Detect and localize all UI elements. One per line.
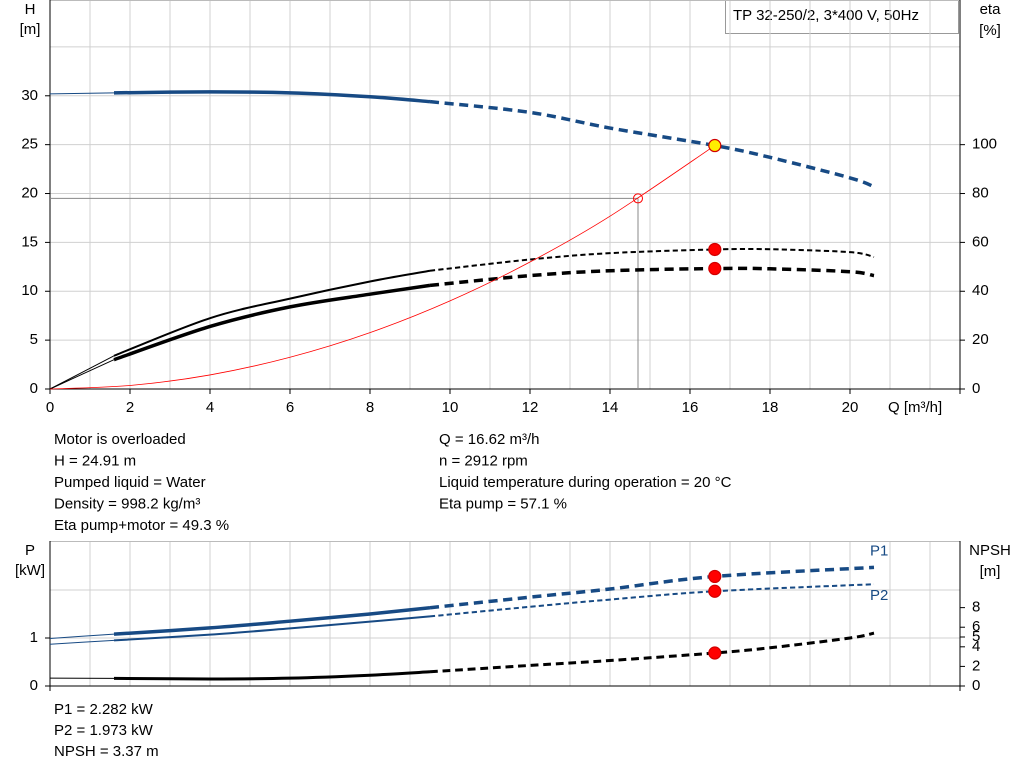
y-tick-label: 10 <box>21 282 38 299</box>
duty-point <box>708 261 722 276</box>
y2-tick-label: 60 <box>972 233 989 250</box>
y2-axis-label: NPSH <box>969 542 1011 559</box>
curve <box>113 269 431 357</box>
y-tick-label: 25 <box>21 136 38 153</box>
y2-tick-label: 40 <box>972 282 989 299</box>
model-box <box>725 0 959 34</box>
note: Eta pump+motor = 49.3 % <box>54 517 229 534</box>
x-tick-label: 18 <box>762 399 779 416</box>
y2-tick-label: 80 <box>972 184 989 201</box>
x-tick-label: 14 <box>602 399 619 416</box>
curve <box>113 605 431 636</box>
y2-tick-label: 8 <box>972 599 980 616</box>
y2-tick-label: 6 <box>972 618 980 635</box>
y-axis-unit: [kW] <box>15 562 45 579</box>
x-tick-label: 16 <box>682 399 699 416</box>
note: P1 = 2.282 kW <box>54 701 154 718</box>
model-label: TP 32-250/2, 3*400 V, 50Hz <box>733 7 919 24</box>
note: P2 = 1.973 kW <box>54 722 154 739</box>
curve <box>49 359 115 390</box>
duty-point <box>708 584 722 598</box>
curve <box>429 247 875 272</box>
y-tick-label: 15 <box>21 233 38 250</box>
note: Eta pump = 57.1 % <box>439 495 567 512</box>
duty-point <box>708 646 722 660</box>
y2-axis-label: eta <box>980 1 1002 18</box>
curve <box>429 99 875 189</box>
y-axis-unit: [m] <box>20 21 41 38</box>
y2-tick-label: 20 <box>972 331 989 348</box>
marker <box>633 193 643 204</box>
x-tick-label: 10 <box>442 399 459 416</box>
x-tick-label: 20 <box>842 399 859 416</box>
x-tick-label: 4 <box>206 399 214 416</box>
series-label: P2 <box>870 587 888 604</box>
y2-axis-unit: [%] <box>979 22 1001 39</box>
y2-tick-label: 0 <box>972 677 980 694</box>
y-tick-label: 30 <box>21 87 38 104</box>
y2-tick-label: 4 <box>972 638 980 655</box>
curve <box>113 615 431 642</box>
curve <box>429 583 875 618</box>
curve <box>49 639 115 645</box>
y-tick-label: 5 <box>30 331 38 348</box>
y-axis-label: P <box>25 542 35 559</box>
y2-tick-label: 5 <box>972 628 980 645</box>
curve <box>113 283 431 362</box>
x-tick-label: 12 <box>522 399 539 416</box>
curve <box>429 631 875 674</box>
x-tick-label: 6 <box>286 399 294 416</box>
duty-point <box>708 569 722 584</box>
curve <box>113 90 431 104</box>
series-label: P1 <box>870 542 888 559</box>
x-tick-label: 0 <box>46 399 54 416</box>
y-axis-label: H <box>25 1 36 18</box>
note: Q = 16.62 m³/h <box>439 431 539 448</box>
duty-point <box>708 242 722 257</box>
x-tick-label: 2 <box>126 399 134 416</box>
note: n = 2912 rpm <box>439 452 528 469</box>
curve <box>429 266 875 288</box>
y-tick-label: 1 <box>30 629 38 646</box>
note: Motor is overloaded <box>54 431 186 448</box>
note: Pumped liquid = Water <box>54 474 206 491</box>
curve <box>49 92 115 95</box>
y-tick-label: 20 <box>21 184 38 201</box>
y-tick-label: 0 <box>30 380 38 397</box>
y2-tick-label: 100 <box>972 136 997 153</box>
note: Liquid temperature during operation = 20… <box>439 474 732 491</box>
note: NPSH = 3.37 m <box>54 743 159 760</box>
y2-tick-label: 2 <box>972 657 980 674</box>
x-tick-label: 8 <box>366 399 374 416</box>
y2-axis-unit: [m] <box>980 563 1001 580</box>
duty-point <box>708 138 722 153</box>
curve <box>49 145 716 390</box>
curve <box>49 633 115 639</box>
y2-tick-label: 0 <box>972 380 980 397</box>
x-axis-label: Q [m³/h] <box>888 399 942 416</box>
curve <box>113 670 431 681</box>
note: H = 24.91 m <box>54 452 136 469</box>
curve <box>429 565 875 610</box>
note: Density = 998.2 kg/m³ <box>54 495 200 512</box>
y-tick-label: 0 <box>30 677 38 694</box>
